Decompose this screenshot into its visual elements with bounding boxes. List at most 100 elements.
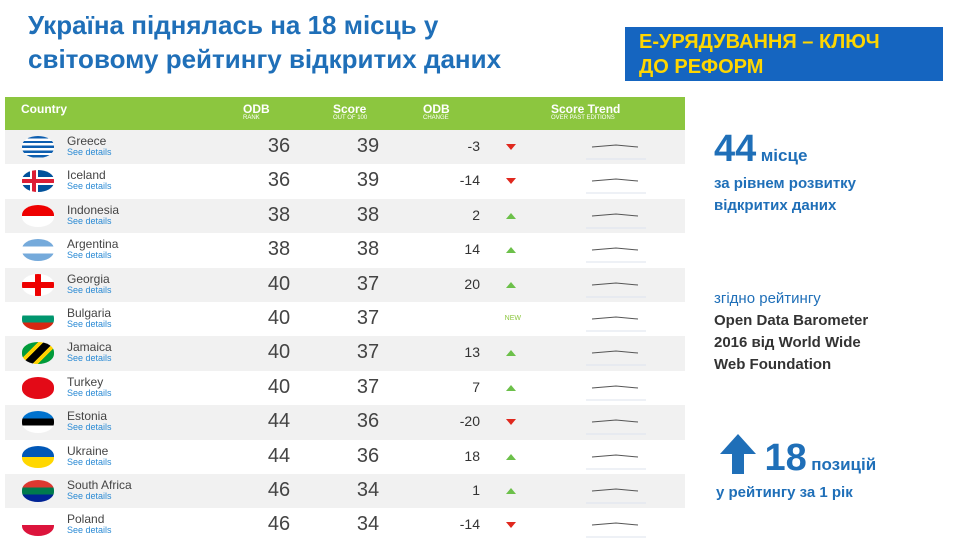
header: Score bbox=[333, 102, 367, 116]
header: ODB bbox=[423, 102, 450, 116]
change: 7 bbox=[472, 378, 480, 395]
header: Country bbox=[21, 102, 67, 116]
header: ODB bbox=[243, 102, 270, 116]
up-arrow bbox=[506, 488, 516, 494]
score: 34 bbox=[356, 479, 380, 501]
down-arrow bbox=[506, 522, 516, 529]
header-sub: OVER PAST EDITIONS bbox=[551, 115, 615, 121]
details-link[interactable]: See details bbox=[67, 147, 112, 157]
title-line: Україна піднялась на 18 місць у bbox=[28, 10, 439, 40]
trend bbox=[586, 419, 646, 435]
table-row: Estonia See details 44 36 -20 bbox=[5, 405, 685, 440]
line: у рейтингу за 1 рік bbox=[716, 484, 853, 501]
change: 18 bbox=[464, 447, 480, 464]
banner: Е-УРЯДУВАННЯ – КЛЮЧ ДО РЕФОРМ bbox=[625, 27, 943, 81]
table-row: Georgia See details 40 37 20 bbox=[5, 267, 685, 302]
big-number: 18 bbox=[764, 437, 807, 479]
details-link[interactable]: See details bbox=[67, 250, 112, 261]
change: NEW bbox=[504, 315, 521, 322]
details-link[interactable]: See details bbox=[67, 456, 112, 467]
up-arrow bbox=[506, 212, 516, 219]
trend bbox=[586, 213, 646, 229]
rank: 40 bbox=[267, 375, 291, 398]
trend bbox=[586, 385, 646, 401]
table-row: Iceland See details 36 39 -14 bbox=[5, 164, 685, 199]
details-link[interactable]: See details bbox=[67, 525, 112, 536]
score: 37 bbox=[356, 375, 380, 398]
down-arrow bbox=[506, 419, 516, 426]
country: Turkey bbox=[67, 374, 104, 389]
word: місце bbox=[760, 146, 808, 165]
table-row: Indonesia See details 38 38 2 bbox=[5, 198, 685, 234]
up-arrow bbox=[506, 384, 516, 391]
details-link[interactable]: See details bbox=[67, 491, 112, 501]
big-number: 44 bbox=[714, 128, 757, 170]
title: Україна піднялась на 18 місць у світовому… bbox=[28, 8, 501, 76]
rank: 36 bbox=[267, 169, 291, 192]
change: 13 bbox=[464, 344, 480, 361]
trend bbox=[586, 350, 646, 366]
change: 1 bbox=[472, 482, 480, 498]
details-link[interactable]: See details bbox=[67, 215, 112, 226]
details-link[interactable]: See details bbox=[67, 181, 112, 192]
rank: 46 bbox=[267, 479, 291, 501]
details-link[interactable]: See details bbox=[67, 422, 112, 433]
up-arrow bbox=[506, 350, 516, 357]
trend bbox=[586, 178, 646, 194]
flag bbox=[22, 514, 54, 537]
flag bbox=[22, 308, 54, 330]
details-link[interactable]: See details bbox=[67, 284, 112, 295]
change: -14 bbox=[459, 172, 480, 189]
up-arrow bbox=[506, 247, 516, 254]
banner-line: ДО РЕФОРМ bbox=[639, 56, 764, 78]
place-block: 44 місце за рівнем розвитку відкритих дан… bbox=[714, 128, 856, 217]
table-row: Greece See details 36 39 -3 bbox=[5, 130, 685, 165]
table-row: Jamaica See details 40 37 13 bbox=[5, 336, 685, 371]
details-link[interactable]: See details bbox=[67, 353, 112, 364]
rank: 40 bbox=[267, 341, 291, 364]
header-sub: RANK bbox=[243, 115, 260, 121]
country: Ukraine bbox=[67, 443, 109, 458]
score: 36 bbox=[356, 410, 380, 433]
country: Jamaica bbox=[67, 340, 112, 355]
title-line: світовому рейтингу відкритих даних bbox=[28, 44, 502, 74]
trend bbox=[586, 454, 646, 470]
score: 37 bbox=[356, 272, 380, 295]
rank: 36 bbox=[267, 135, 291, 157]
change: -3 bbox=[467, 138, 480, 154]
table-row: Poland See details 46 34 -14 bbox=[5, 508, 685, 541]
flag bbox=[22, 273, 54, 296]
source-block: згідно рейтингу Open Data Barometer 2016… bbox=[714, 288, 868, 376]
table-row: Argentina See details 38 38 14 bbox=[5, 233, 685, 268]
trend bbox=[586, 247, 646, 263]
country: Estonia bbox=[67, 409, 108, 424]
trend bbox=[586, 488, 646, 504]
up-arrow bbox=[720, 434, 756, 474]
score: 39 bbox=[356, 169, 380, 192]
change: -14 bbox=[459, 516, 480, 533]
rank: 46 bbox=[267, 513, 291, 536]
country: Argentina bbox=[67, 237, 119, 252]
header-sub: CHANGE bbox=[423, 115, 449, 121]
line: Open Data Barometer bbox=[714, 312, 869, 329]
details-link[interactable]: See details bbox=[67, 319, 112, 329]
up-arrow bbox=[506, 281, 516, 288]
down-arrow bbox=[506, 178, 516, 185]
flag bbox=[22, 411, 54, 434]
trend bbox=[586, 522, 646, 538]
down-arrow bbox=[506, 144, 516, 150]
rank: 38 bbox=[267, 203, 291, 226]
trend bbox=[586, 316, 646, 332]
lines: за рівнем розвитку відкритих даних bbox=[714, 173, 856, 217]
table-row: Ukraine See details 44 36 18 bbox=[5, 439, 685, 474]
change: 14 bbox=[464, 241, 480, 258]
country: Poland bbox=[67, 512, 105, 527]
flag bbox=[22, 376, 54, 399]
rank: 38 bbox=[267, 238, 291, 261]
rank: 40 bbox=[267, 272, 291, 295]
change: 2 bbox=[472, 206, 480, 223]
score: 37 bbox=[356, 341, 380, 364]
table-row: Bulgaria See details 40 37 NEW bbox=[5, 302, 685, 337]
details-link[interactable]: See details bbox=[67, 387, 112, 398]
